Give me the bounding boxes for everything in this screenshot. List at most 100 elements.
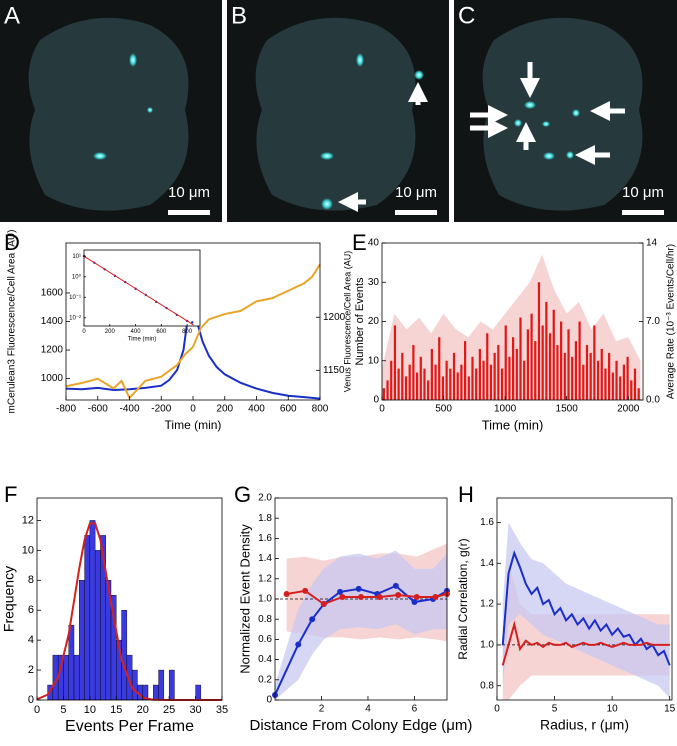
bar — [548, 333, 552, 400]
bar — [589, 352, 592, 400]
y-tick-label: 8 — [28, 574, 34, 586]
marker — [320, 601, 327, 608]
bar — [515, 348, 518, 400]
histogram-bar — [94, 550, 101, 701]
scale-bar-label: 10 μm — [168, 184, 210, 201]
panel-letter: H — [458, 482, 474, 507]
y-tick-label: 0 — [373, 395, 379, 406]
y-tick-label: 1.4 — [480, 558, 494, 569]
marker — [376, 593, 383, 600]
bar — [604, 368, 607, 400]
y-tick-label: 1600 — [41, 288, 64, 299]
scale-bar-label: 10 μm — [622, 184, 664, 201]
x-tick-label: 15 — [664, 704, 676, 715]
bar — [438, 337, 441, 400]
x-tick-label: 0 — [379, 404, 385, 415]
bar — [523, 360, 526, 400]
panel-letter: G — [234, 482, 251, 507]
x-axis-label: Radius, r (μm) — [540, 717, 629, 733]
histogram-bar — [63, 654, 69, 701]
plot-frame — [83, 249, 201, 327]
x-axis-label: Time (min) — [482, 417, 544, 432]
x-tick-label: 5 — [60, 704, 66, 716]
series-line — [83, 255, 194, 326]
y-tick-label: 10¹ — [72, 254, 81, 260]
bar — [412, 345, 415, 400]
bar — [626, 356, 629, 400]
bar — [578, 321, 581, 400]
bar — [526, 329, 529, 400]
bar — [560, 321, 563, 400]
y-tick-label: 1.8 — [258, 513, 272, 524]
bar — [427, 380, 430, 400]
x-tick-label: 200 — [216, 404, 233, 415]
x-tick-label: 30 — [189, 704, 201, 716]
bar — [445, 360, 448, 400]
series-line — [501, 620, 670, 666]
y-tick-label: 0 — [28, 694, 34, 706]
histogram-bar — [121, 610, 128, 701]
y-tick-label: 2.0 — [258, 493, 272, 504]
y2-tick-label: 0.0 — [646, 395, 660, 406]
y-tick-label: 4 — [28, 634, 34, 646]
panel-letter: E — [352, 230, 367, 255]
x-tick-label: 0 — [82, 329, 86, 335]
y-tick-label: 10⁻² — [69, 315, 81, 321]
bar — [608, 352, 611, 400]
panel-letter: C — [458, 2, 475, 29]
bar — [386, 380, 389, 400]
image-panel-b: B 10 μm — [227, 0, 449, 222]
bar — [519, 317, 522, 400]
y-axis-label: Frequency — [1, 566, 17, 632]
x-tick-label: 6 — [412, 704, 418, 715]
x-tick-label: 35 — [216, 704, 228, 716]
marker — [339, 593, 346, 600]
panel-letter: B — [231, 2, 247, 29]
bar — [637, 388, 640, 400]
panel-letter: A — [4, 2, 20, 29]
marker — [355, 585, 362, 592]
x-tick-label: -800 — [56, 404, 76, 415]
bar — [482, 360, 485, 400]
bar — [556, 345, 559, 400]
bar — [404, 376, 408, 400]
x-tick-label: 500 — [435, 404, 452, 415]
bar — [415, 372, 419, 400]
x-tick-label: 2000 — [617, 404, 640, 415]
bar — [567, 329, 570, 400]
bar — [393, 325, 397, 400]
bar — [600, 348, 603, 400]
marker — [413, 593, 420, 600]
bar — [622, 364, 626, 400]
histogram-bar — [73, 654, 80, 701]
bar — [611, 372, 614, 400]
x-tick-label: 0 — [190, 404, 196, 415]
bar — [537, 282, 541, 400]
marker — [337, 588, 344, 595]
bar — [552, 309, 555, 400]
y-tick-label: 1000 — [41, 373, 64, 384]
x-tick-label: 5 — [552, 704, 558, 715]
bar — [571, 356, 574, 400]
y-tick-label: 0.8 — [258, 614, 272, 625]
y2-tick-label: 14 — [646, 238, 658, 249]
y-tick-label: 30 — [368, 277, 380, 288]
y-tick-label: 6 — [28, 604, 34, 616]
histogram-bar — [68, 624, 75, 701]
marker — [191, 321, 194, 324]
bar — [430, 348, 433, 400]
y-tick-label: 0.6 — [258, 634, 272, 645]
bar — [456, 372, 459, 400]
y-tick-label: 1.2 — [258, 573, 272, 584]
bar — [463, 341, 467, 400]
bar — [563, 352, 566, 400]
x-tick-label: 0 — [494, 704, 500, 715]
histogram-bar — [153, 684, 159, 701]
marker — [411, 599, 418, 606]
x-axis-label: Events Per Frame — [65, 718, 194, 735]
bar — [460, 364, 463, 400]
x-tick-label: 10 — [607, 704, 619, 715]
bar — [489, 364, 493, 400]
series-line — [65, 263, 321, 400]
